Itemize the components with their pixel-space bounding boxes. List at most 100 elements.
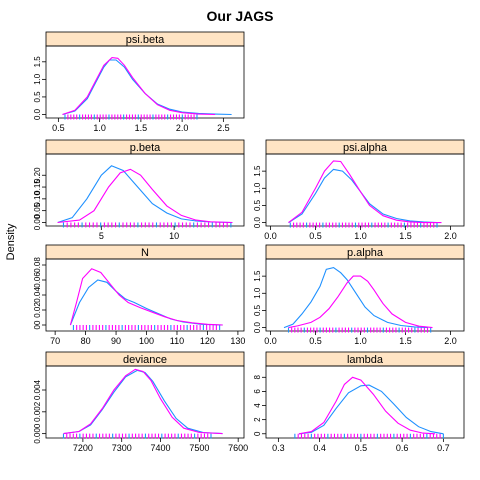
density-line-N-1 (69, 279, 223, 326)
figure-title: Our JAGS (207, 8, 274, 24)
x-tick-label-p-alpha: 0.0 (264, 336, 277, 346)
density-line-lambda-1 (298, 384, 444, 435)
strip-label-N: N (141, 247, 149, 259)
panel-p-alpha: p.alpha 0.0 0.5 1.0 1.5 2.0 0.0 0.5 1.0 1.5 (253, 244, 465, 346)
y-tick-label-deviance: 0.004 (33, 379, 42, 400)
density-line-p-alpha-1 (283, 267, 429, 329)
panel-lambda: lambda 0.3 0.4 0.5 0.6 0.7 0 2 4 6 8 (253, 351, 465, 453)
plot-frame-p-beta (45, 153, 245, 227)
strip-label-lambda: lambda (347, 354, 384, 366)
density-line-p-alpha-2 (288, 275, 433, 329)
x-tick-label-p-beta: 10 (169, 231, 179, 241)
y-tick-label-p-beta: 0.10 (33, 191, 42, 207)
plot-frame-psi-beta (45, 45, 245, 119)
x-tick-label-psi-alpha: 0.5 (309, 231, 322, 241)
y-tick-label-psi-beta: 0.5 (33, 91, 42, 103)
strip-label-deviance: deviance (123, 354, 167, 366)
y-tick-label-psi-beta: 0.0 (33, 108, 42, 120)
density-line-deviance-2 (63, 368, 223, 435)
y-tick-label-p-alpha: 1.0 (253, 287, 262, 299)
x-tick-label-psi-beta: 2.0 (176, 123, 189, 133)
strip-label-psi-alpha: psi.alpha (343, 142, 388, 154)
x-tick-label-deviance: 7400 (151, 443, 171, 453)
y-tick-label-p-alpha: 1.5 (253, 270, 262, 282)
x-tick-label-lambda: 0.5 (355, 443, 368, 453)
y-tick-label-p-alpha: 0.5 (253, 304, 262, 316)
plot-frame-p-alpha (265, 258, 465, 332)
plot-frame-deviance (45, 365, 245, 439)
y-tick-label-N: 0.04 (33, 287, 42, 303)
x-tick-label-N: 100 (139, 336, 154, 346)
x-tick-label-p-alpha: 2.0 (444, 336, 457, 346)
y-tick-label-psi-alpha: 0.5 (253, 199, 262, 211)
y-tick-label-lambda: 6 (253, 389, 262, 394)
y-tick-label-N: 0.02 (33, 302, 42, 318)
density-line-psi-beta-1 (62, 59, 232, 116)
panel-psi-beta: psi.beta 0.5 1.0 1.5 2.0 2.5 0.0 0.5 1.0 1.5 (33, 31, 245, 133)
x-tick-label-psi-beta: 0.5 (52, 123, 65, 133)
x-tick-label-psi-beta: 1.5 (135, 123, 148, 133)
x-tick-label-psi-alpha: 0.0 (264, 231, 277, 241)
y-tick-label-N: 00 (33, 320, 42, 329)
x-tick-label-deviance: 7300 (112, 443, 132, 453)
y-tick-label-psi-beta: 1.0 (33, 73, 42, 85)
y-tick-label-psi-alpha: 1.5 (253, 165, 262, 177)
x-tick-label-lambda: 0.3 (272, 443, 285, 453)
x-tick-label-p-beta: 5 (99, 231, 104, 241)
x-tick-label-psi-beta: 1.0 (93, 123, 106, 133)
y-tick-label-p-alpha: 0.0 (253, 321, 262, 333)
plot-frame-lambda (265, 365, 465, 439)
x-tick-label-N: 120 (200, 336, 215, 346)
y-tick-label-p-beta: 0.20 (33, 167, 42, 183)
strip-label-p-alpha: p.alpha (347, 247, 384, 259)
x-tick-label-N: 90 (111, 336, 121, 346)
y-tick-label-p-beta: 0.05 (33, 202, 42, 218)
x-tick-label-lambda: 0.4 (313, 443, 326, 453)
x-tick-label-lambda: 0.6 (396, 443, 409, 453)
x-tick-label-psi-beta: 2.5 (217, 123, 230, 133)
strip-label-psi-beta: psi.beta (126, 34, 165, 46)
y-tick-label-lambda: 4 (253, 403, 262, 408)
y-tick-label-psi-alpha: 0.0 (253, 216, 262, 228)
panel-psi-alpha: psi.alpha 0.0 0.5 1.0 1.5 2.0 0.0 0.5 1.0 1.5 (253, 139, 465, 241)
density-line-psi-beta-2 (62, 57, 216, 116)
x-tick-label-deviance: 7500 (189, 443, 209, 453)
density-line-p-beta-2 (57, 168, 233, 224)
x-tick-label-deviance: 7600 (228, 443, 248, 453)
x-tick-label-p-alpha: 0.5 (309, 336, 322, 346)
density-line-lambda-2 (298, 376, 436, 435)
y-tick-label-N: 0.06 (33, 272, 42, 288)
density-line-p-beta-1 (57, 165, 233, 224)
x-tick-label-N: 110 (170, 336, 184, 346)
x-tick-label-psi-alpha: 1.0 (354, 231, 367, 241)
density-line-N-2 (69, 268, 223, 326)
x-tick-label-N: 130 (230, 336, 245, 346)
y-tick-label-lambda: 2 (253, 417, 262, 422)
x-tick-label-p-alpha: 1.5 (399, 336, 412, 346)
y-tick-label-deviance: 0.000 (33, 423, 42, 444)
x-tick-label-psi-alpha: 1.5 (399, 231, 412, 241)
x-tick-label-lambda: 0.7 (437, 443, 450, 453)
x-tick-label-N: 70 (50, 336, 60, 346)
density-line-deviance-1 (63, 369, 223, 435)
x-tick-label-psi-alpha: 2.0 (444, 231, 457, 241)
strip-label-p-beta: p.beta (130, 142, 161, 154)
density-line-psi-alpha-2 (288, 160, 442, 224)
panel-N: N 70 80 90 100 110 120 130 00 0.020.040.060.08 (33, 244, 245, 346)
panels-container: psi.beta 0.5 1.0 1.5 2.0 2.5 0.0 0.5 1.0 1.5 p.bet… (33, 31, 465, 453)
plot-frame-psi-alpha (265, 153, 465, 227)
y-tick-label-deviance: 0.002 (33, 401, 42, 422)
y-tick-label-p-beta: 0.15 (33, 179, 42, 195)
panel-p-beta: p.beta 5 10 0.000.050.100.150.20 (33, 139, 245, 241)
y-tick-label-p-beta: 0.00 (33, 214, 42, 230)
y-tick-label-N: 0.08 (33, 257, 42, 273)
y-tick-label-lambda: 8 (253, 375, 262, 380)
y-tick-label-psi-alpha: 1.0 (253, 182, 262, 194)
density-line-psi-alpha-1 (288, 168, 438, 224)
plot-frame-N (45, 258, 245, 332)
x-tick-label-deviance: 7200 (73, 443, 93, 453)
y-tick-label-lambda: 0 (253, 431, 262, 436)
x-tick-label-N: 80 (81, 336, 91, 346)
y-axis-label: Density (5, 223, 17, 260)
